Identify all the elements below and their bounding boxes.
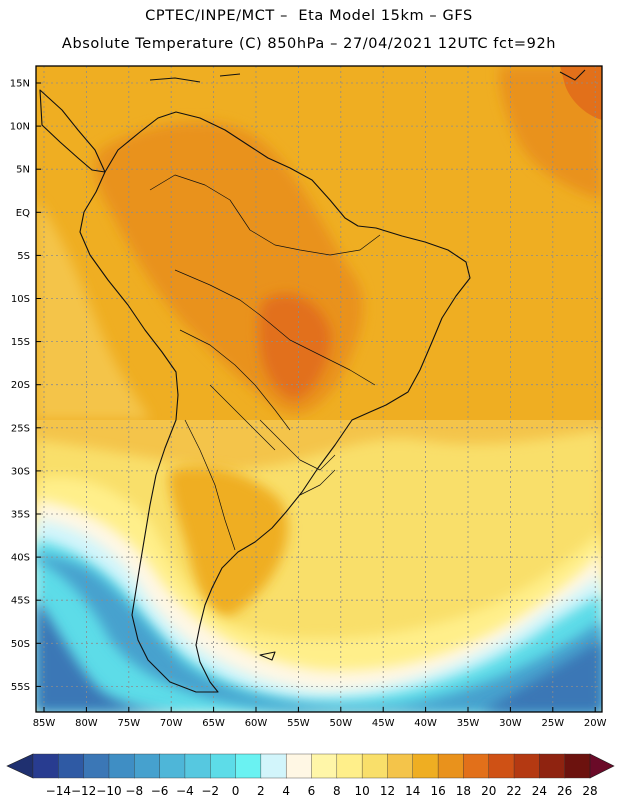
colorbar-label: 28 xyxy=(582,784,597,798)
colorbar-swatch xyxy=(539,753,566,779)
band-blue-mid xyxy=(36,555,602,712)
colorbar-low-arrow xyxy=(6,753,34,779)
lon-label: 65W xyxy=(202,718,225,729)
colorbar-label: 6 xyxy=(308,784,316,798)
lat-label: 35S xyxy=(11,510,30,521)
chart-title-line-2: Absolute Temperature (C) 850hPa – 27/04/… xyxy=(61,36,557,52)
colorbar-swatch xyxy=(437,753,465,779)
colorbar-label: 8 xyxy=(333,784,341,798)
colorbar-swatch xyxy=(32,753,59,779)
colorbar-swatch xyxy=(134,753,161,779)
lat-label: 5S xyxy=(17,251,30,262)
colorbar-swatch xyxy=(513,753,540,779)
lat-label: 5N xyxy=(16,165,30,176)
colorbar-swatch xyxy=(108,753,135,779)
colorbar-label: 12 xyxy=(380,784,395,798)
colorbar-label: −6 xyxy=(151,784,169,798)
lat-label: 45S xyxy=(11,596,30,607)
colorbar-label: −14 xyxy=(46,784,71,798)
colorbar-swatch xyxy=(184,753,211,779)
colorbar-swatch xyxy=(336,753,363,779)
colorbar-label: 22 xyxy=(506,784,521,798)
colorbar-label: 16 xyxy=(430,784,445,798)
colorbar-swatch xyxy=(235,753,262,779)
colorbar-label: 26 xyxy=(557,784,572,798)
latitude-labels: 15N 10N 5N EQ 5S 10S 15S 20S 25S 30S 35S 40S 45S 50S 5… xyxy=(10,79,41,693)
colorbar-label: −4 xyxy=(176,784,194,798)
lat-label: 20S xyxy=(11,380,30,391)
colorbar-swatch xyxy=(564,753,591,779)
band-blue-deep-east xyxy=(480,640,602,712)
country-borders xyxy=(149,174,381,551)
colorbar-swatch xyxy=(58,753,85,779)
lon-label: 55W xyxy=(287,718,310,729)
falkland-islands xyxy=(259,651,276,661)
colorbar-swatch xyxy=(361,753,389,779)
colorbar-label: 4 xyxy=(282,784,290,798)
band-central-hot xyxy=(258,294,331,400)
lat-label: 30S xyxy=(11,466,30,477)
colorbar xyxy=(6,753,615,779)
lon-label: 30W xyxy=(499,718,522,729)
lat-label: 15N xyxy=(10,79,30,90)
colorbar-swatch xyxy=(285,753,313,779)
lon-label: 25W xyxy=(541,718,564,729)
longitude-labels: 85W 80W 75W 70W 65W 60W 55W 50W 45W 40W 35W 30W 25W 2… xyxy=(33,707,607,729)
gridlines xyxy=(36,66,602,712)
colorbar-label: −2 xyxy=(201,784,219,798)
lat-label: 25S xyxy=(11,423,30,434)
temperature-field xyxy=(36,66,602,712)
lat-label: EQ xyxy=(16,208,30,219)
lon-label: 75W xyxy=(117,718,140,729)
plot-frame xyxy=(35,65,603,713)
lat-label: 10N xyxy=(10,122,30,133)
colorbar-swatch xyxy=(488,753,515,779)
colorbar-swatch xyxy=(210,753,237,779)
colorbar-swatch xyxy=(83,753,110,779)
colorbar-swatch xyxy=(463,753,490,779)
lon-label: 80W xyxy=(75,718,98,729)
lat-label: 40S xyxy=(11,553,30,564)
lat-label: 55S xyxy=(11,682,30,693)
colorbar-label: 18 xyxy=(456,784,471,798)
lon-label: 45W xyxy=(372,718,395,729)
band-caribbean-warm xyxy=(560,66,602,120)
band-pacific-cool xyxy=(36,200,150,420)
colorbar-swatch xyxy=(412,753,439,779)
lon-label: 85W xyxy=(33,718,56,729)
colorbar-high-arrow xyxy=(589,753,615,779)
band-blue-deep xyxy=(36,600,200,712)
colorbar-label: 2 xyxy=(257,784,265,798)
colorbar-swatch xyxy=(387,753,414,779)
colorbar-swatch xyxy=(159,753,186,779)
colorbar-label: 0 xyxy=(232,784,240,798)
lat-label: 50S xyxy=(11,639,30,650)
lat-label: 15S xyxy=(11,337,30,348)
lat-label: 10S xyxy=(11,294,30,305)
central-america-coastline xyxy=(39,89,106,173)
colorbar-label: −8 xyxy=(125,784,143,798)
lon-label: 40W xyxy=(414,718,437,729)
colorbar-label: 20 xyxy=(481,784,496,798)
lon-label: 35W xyxy=(457,718,480,729)
colorbar-label: −12 xyxy=(71,784,96,798)
colorbar-labels: −14 −12 −10 −8 −6 −4 −2 0 2 4 6 8 10 12 14 16 18 20 22 24 26… xyxy=(46,784,598,798)
colorbar-label: 10 xyxy=(354,784,369,798)
south-america-coastline xyxy=(79,111,471,693)
colorbar-swatch xyxy=(311,753,338,779)
lon-label: 70W xyxy=(160,718,183,729)
band-pampas-warm xyxy=(169,466,288,617)
colorbar-swatch xyxy=(260,753,287,779)
coastlines xyxy=(39,69,586,693)
lon-label: 60W xyxy=(245,718,268,729)
chart-title-line-1: CPTEC/INPE/MCT – Eta Model 15km – GFS xyxy=(145,8,473,24)
lon-label: 20W xyxy=(584,718,607,729)
caribbean-islands xyxy=(149,69,586,83)
lon-label: 50W xyxy=(329,718,352,729)
colorbar-label: 24 xyxy=(532,784,547,798)
colorbar-label: −10 xyxy=(96,784,121,798)
colorbar-label: 14 xyxy=(405,784,420,798)
